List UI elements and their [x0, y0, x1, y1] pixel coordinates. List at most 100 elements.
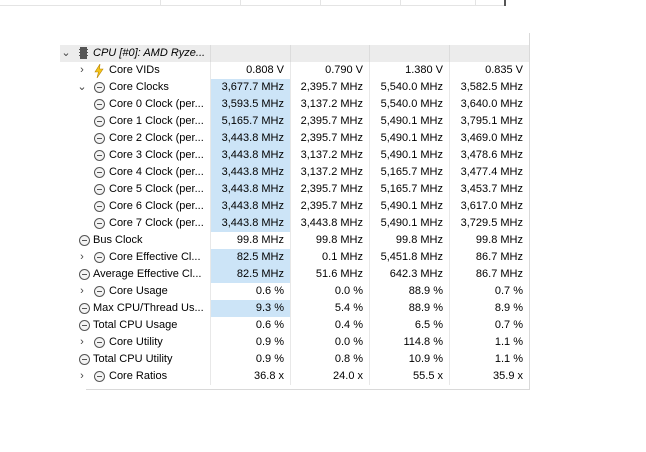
- sensor-row[interactable]: Total CPU Utility 0.9 % 0.8 % 10.9 % 1.1 %: [60, 351, 530, 368]
- sensor-gauge-icon: [94, 150, 105, 161]
- expand-chevron-icon[interactable]: ›: [80, 285, 84, 297]
- sensor-gauge-icon: [94, 201, 105, 212]
- max-value: 6.5 %: [369, 317, 449, 334]
- min-value: 3,443.8 MHz: [290, 215, 369, 232]
- sensor-row[interactable]: Core 1 Clock (per... 5,165.7 MHz 2,395.7 M…: [60, 113, 530, 130]
- min-value: 24.0 x: [290, 368, 369, 385]
- sensor-label: Core 0 Clock (per...: [109, 98, 204, 110]
- sensor-row[interactable]: Core 5 Clock (per... 3,443.8 MHz 2,395.7 M…: [60, 181, 530, 198]
- sensor-label: Total CPU Usage: [93, 319, 178, 331]
- sensor-label: Core 1 Clock (per...: [109, 115, 204, 127]
- expand-chevron-icon[interactable]: ›: [80, 251, 84, 263]
- avg-value: 3,795.1 MHz: [449, 113, 529, 130]
- current-value: 3,677.7 MHz: [210, 79, 290, 96]
- current-value: 0.6 %: [210, 317, 290, 334]
- sensor-label: Core Clocks: [109, 81, 169, 93]
- sensor-gauge-icon: [94, 286, 105, 297]
- min-value: 0.0 %: [290, 334, 369, 351]
- max-value: 55.5 x: [369, 368, 449, 385]
- sensor-label: Core 3 Clock (per...: [109, 149, 204, 161]
- expand-chevron-icon[interactable]: ›: [80, 64, 84, 76]
- sensor-label: Max CPU/Thread Us...: [93, 302, 204, 314]
- sensor-row[interactable]: Core 7 Clock (per... 3,443.8 MHz 3,443.8 M…: [60, 215, 530, 232]
- avg-value: 0.7 %: [449, 317, 529, 334]
- min-value: 0.8 %: [290, 351, 369, 368]
- cpu-group-label: CPU [#0]: AMD Ryze...: [93, 47, 206, 59]
- min-value: 51.6 MHz: [290, 266, 369, 283]
- avg-value: 3,582.5 MHz: [449, 79, 529, 96]
- expand-chevron-icon[interactable]: ›: [80, 336, 84, 348]
- min-value: 2,395.7 MHz: [290, 79, 369, 96]
- max-value: 5,540.0 MHz: [369, 79, 449, 96]
- sensor-label: Core Ratios: [109, 370, 168, 382]
- max-value: 10.9 %: [369, 351, 449, 368]
- sensor-gauge-icon: [79, 269, 90, 280]
- sensor-gauge-icon: [94, 218, 105, 229]
- min-value: 0.1 MHz: [290, 249, 369, 266]
- sensor-row[interactable]: Core 0 Clock (per... 3,593.5 MHz 3,137.2 M…: [60, 96, 530, 113]
- sensor-label: Core 6 Clock (per...: [109, 200, 204, 212]
- current-value: 9.3 %: [210, 300, 290, 317]
- sensor-row[interactable]: › Core Ratios 36.8 x 24.0 x 55.5 x 35.9 x: [60, 368, 530, 385]
- sensor-gauge-icon: [94, 167, 105, 178]
- avg-value: 3,729.5 MHz: [449, 215, 529, 232]
- sensor-row[interactable]: › Core VIDs 0.808 V 0.790 V 1.380 V 0.835 V: [60, 62, 530, 79]
- min-value: 2,395.7 MHz: [290, 181, 369, 198]
- header-col-current: [210, 45, 290, 62]
- current-value: 82.5 MHz: [210, 266, 290, 283]
- sensor-row[interactable]: › Core Utility 0.9 % 0.0 % 114.8 % 1.1 %: [60, 334, 530, 351]
- current-value: 3,443.8 MHz: [210, 130, 290, 147]
- sensor-row[interactable]: Core 3 Clock (per... 3,443.8 MHz 3,137.2 M…: [60, 147, 530, 164]
- collapse-chevron-icon[interactable]: ⌄: [77, 81, 87, 93]
- current-value: 82.5 MHz: [210, 249, 290, 266]
- avg-value: 1.1 %: [449, 351, 529, 368]
- sensor-row[interactable]: Core 6 Clock (per... 3,443.8 MHz 2,395.7 M…: [60, 198, 530, 215]
- chip-icon: [79, 47, 88, 59]
- sensor-label: Average Effective Cl...: [93, 268, 202, 280]
- current-value: 0.9 %: [210, 334, 290, 351]
- avg-value: 86.7 MHz: [449, 266, 529, 283]
- avg-value: 3,640.0 MHz: [449, 96, 529, 113]
- max-value: 5,451.8 MHz: [369, 249, 449, 266]
- current-value: 3,443.8 MHz: [210, 215, 290, 232]
- sensor-row[interactable]: Core 2 Clock (per... 3,443.8 MHz 2,395.7 M…: [60, 130, 530, 147]
- sensor-label: Total CPU Utility: [93, 353, 173, 365]
- sensor-row[interactable]: Total CPU Usage 0.6 % 0.4 % 6.5 % 0.7 %: [60, 317, 530, 334]
- sensor-row[interactable]: ⌄ Core Clocks 3,677.7 MHz 2,395.7 MHz 5,540.…: [60, 79, 530, 96]
- sensor-row[interactable]: › Core Effective Cl... 82.5 MHz 0.1 MHz 5,45…: [60, 249, 530, 266]
- sensor-row[interactable]: Core 4 Clock (per... 3,443.8 MHz 3,137.2 M…: [60, 164, 530, 181]
- min-value: 3,137.2 MHz: [290, 96, 369, 113]
- current-value: 0.9 %: [210, 351, 290, 368]
- sensor-row[interactable]: Bus Clock 99.8 MHz 99.8 MHz 99.8 MHz 99.8 MH…: [60, 232, 530, 249]
- expand-chevron-icon[interactable]: ›: [80, 370, 84, 382]
- min-value: 2,395.7 MHz: [290, 198, 369, 215]
- header-col-avg: [449, 45, 529, 62]
- sensor-label: Core Effective Cl...: [109, 251, 201, 263]
- max-value: 5,490.1 MHz: [369, 147, 449, 164]
- cpu-group-header[interactable]: ⌄ CPU [#0]: AMD Ryze...: [60, 45, 530, 62]
- avg-value: 3,477.4 MHz: [449, 164, 529, 181]
- max-value: 88.9 %: [369, 300, 449, 317]
- max-value: 114.8 %: [369, 334, 449, 351]
- sensor-gauge-icon: [94, 371, 105, 382]
- sensor-gauge-icon: [79, 354, 90, 365]
- max-value: 5,490.1 MHz: [369, 130, 449, 147]
- avg-value: 0.7 %: [449, 283, 529, 300]
- sensor-gauge-icon: [94, 133, 105, 144]
- sensor-row[interactable]: › Core Usage 0.6 % 0.0 % 88.9 % 0.7 %: [60, 283, 530, 300]
- sensor-label: Core 7 Clock (per...: [109, 217, 204, 229]
- max-value: 5,490.1 MHz: [369, 113, 449, 130]
- avg-value: 8.9 %: [449, 300, 529, 317]
- sensor-label: Core Usage: [109, 285, 168, 297]
- min-value: 0.0 %: [290, 283, 369, 300]
- sensor-row[interactable]: Average Effective Cl... 82.5 MHz 51.6 MHz 6…: [60, 266, 530, 283]
- scroll-marker: [504, 0, 506, 6]
- current-value: 5,165.7 MHz: [210, 113, 290, 130]
- collapse-chevron-icon[interactable]: ⌄: [61, 47, 71, 59]
- current-value: 3,443.8 MHz: [210, 147, 290, 164]
- sensor-gauge-icon: [94, 116, 105, 127]
- sensor-row[interactable]: Max CPU/Thread Us... 9.3 % 5.4 % 88.9 % 8.9 …: [60, 300, 530, 317]
- sensor-table: ⌄ CPU [#0]: AMD Ryze... › Core VIDs 0.808 …: [60, 45, 530, 385]
- sensor-label: Core Utility: [109, 336, 163, 348]
- avg-value: 3,469.0 MHz: [449, 130, 529, 147]
